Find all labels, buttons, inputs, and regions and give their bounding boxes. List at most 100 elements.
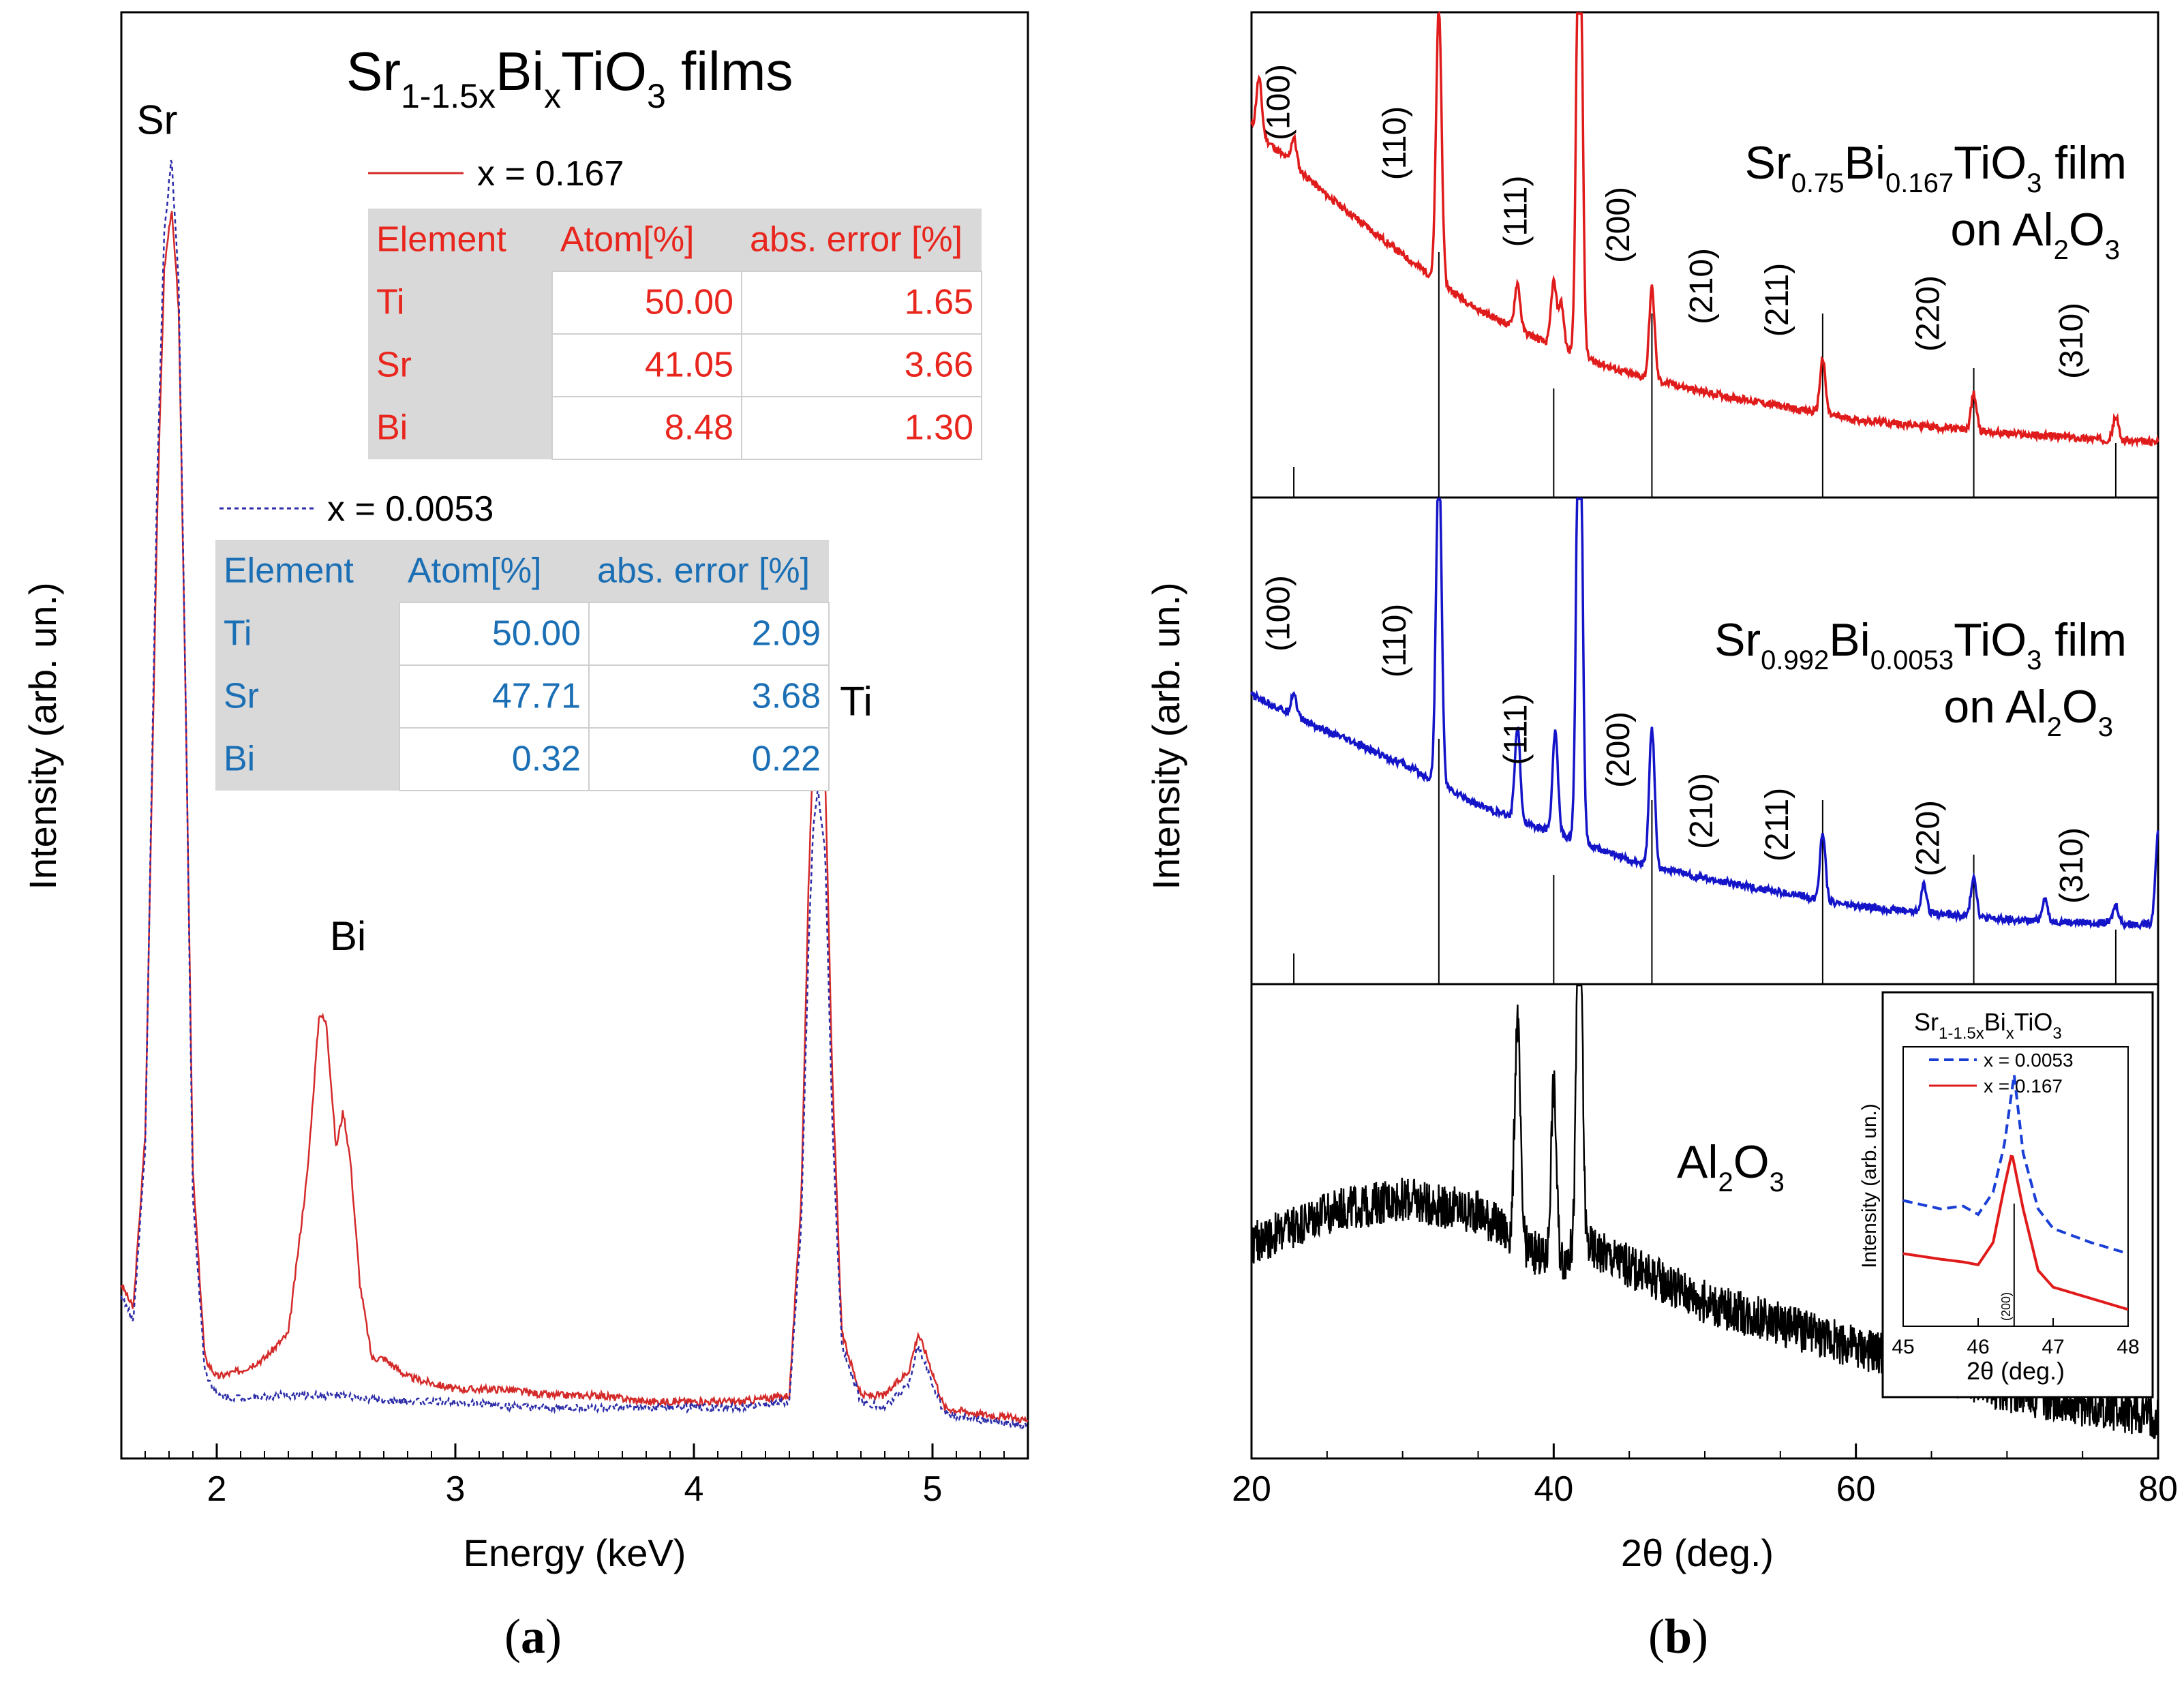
inset-marker-label: (200) (1999, 1292, 2013, 1321)
b-series-0 (1250, 11, 2159, 448)
inset-xtick-label-2: 47 (2042, 1336, 2064, 1358)
table-1-header-bg (215, 540, 829, 602)
label-sr075-substrate: on Al2O3 (1950, 204, 2120, 265)
table-0-cell-error: 1.65 (905, 283, 973, 322)
hkl-label-top: (110) (1377, 106, 1413, 181)
hkl-label-top: (200) (1601, 187, 1637, 263)
panel-b-label: (b) (1648, 1609, 1709, 1664)
panel-a-ylabel: Intensity (arb. un.) (21, 582, 64, 889)
hkl-label-mid: (111) (1498, 694, 1534, 765)
table-0-cell-element: Bi (376, 408, 408, 448)
hkl-label-top: (111) (1498, 176, 1534, 247)
panel-a-xlabel: Energy (keV) (464, 1531, 686, 1574)
peak-label-sr: Sr (137, 97, 178, 142)
table-1-header-0: Element (224, 551, 354, 591)
peak-label-ti: Ti (840, 678, 873, 724)
legend-x-00053-label: x = 0.0053 (327, 489, 494, 529)
table-0-cell-element: Ti (376, 283, 404, 322)
inset-x-ticks: 45 46 47 48 (200) (1892, 1204, 2140, 1358)
b-series-2 (1250, 984, 2159, 1439)
table-1-cell-error: 3.68 (752, 677, 821, 716)
label-sr0992-substrate: on Al2O3 (1943, 681, 2113, 742)
table-0-header-1: Atom[%] (560, 220, 695, 260)
table-1-body-bg (399, 602, 830, 791)
table-0-cell-error: 1.30 (905, 408, 973, 448)
table-0-header-0: Element (376, 220, 506, 260)
inset-xtick-label-3: 48 (2117, 1336, 2139, 1358)
panel-a-label: (a) (504, 1609, 562, 1664)
panel-a-title: Sr1-1.5xBixTiO3 films (346, 41, 793, 115)
table-1-cell-element: Ti (224, 614, 252, 654)
hkl-label-top: (220) (1911, 275, 1947, 352)
hkl-label-mid: (210) (1684, 773, 1720, 849)
inset-legend: x = 0.0053 x = 0.167 (1929, 1050, 2074, 1097)
hkl-label-mid: (200) (1601, 712, 1637, 788)
table-1-header-1: Atom[%] (408, 551, 542, 591)
label-al2o3: Al2O3 (1677, 1136, 1785, 1197)
table-0-header-2: abs. error [%] (750, 220, 962, 260)
table-1-cell-atom: 0.32 (512, 739, 581, 779)
hkl-label-mid: (310) (2054, 827, 2090, 904)
panel-a-series (120, 159, 1029, 1430)
table-0-cell-atom: 50.00 (645, 283, 733, 322)
a-xtick-label-1: 3 (446, 1469, 466, 1509)
table-1-cell-error: 0.22 (752, 739, 821, 779)
hkl-label-top: (310) (2054, 303, 2090, 379)
table-x-0167: Element Atom[%] abs. error [%] Ti 50.00 1.65 S… (368, 209, 982, 460)
inset-series-0 (1902, 1074, 2129, 1255)
table-x-00053: Element Atom[%] abs. error [%] Ti 50.00 2.09 S… (215, 540, 830, 791)
a-series-0 (120, 211, 1029, 1424)
panel-b-x-ticks: 20 40 60 80 (1232, 1443, 2178, 1509)
inset-xtick-label-1: 46 (1967, 1336, 1989, 1358)
panel-a-peak-labels: Sr Bi Ti (137, 97, 873, 959)
a-series-1 (120, 159, 1029, 1430)
table-0-header-bg (368, 209, 982, 271)
table-0-cell-error: 3.66 (905, 346, 973, 385)
table-0-cell-element: Sr (376, 346, 412, 385)
inset-frame (1881, 991, 2154, 1398)
table-1-cell-atom: 50.00 (492, 614, 581, 654)
label-sr0992: Sr0.992Bi0.0053TiO3 film (1714, 614, 2127, 675)
peak-label-bi: Bi (330, 913, 366, 959)
panel-a-x-ticks: 2 3 4 5 (121, 1443, 1029, 1509)
panel-a-eds-spectrum: Intensity (arb. un.) Energy (keV) Sr1-1.… (21, 11, 1029, 1574)
panel-b-series (1250, 11, 2159, 1439)
b-series-1 (1250, 498, 2159, 931)
table-1-cell-atom: 47.71 (492, 677, 581, 716)
table-0-body-bg (551, 271, 982, 460)
b-xtick-label-3: 80 (2138, 1469, 2178, 1509)
b-xtick-label-2: 60 (1836, 1469, 1876, 1509)
inset-title: Sr1-1.5xBixTiO3 (1914, 1008, 2062, 1043)
inset-ylabel: Intensity (arb. un.) (1858, 1103, 1881, 1268)
legend-x-00053: x = 0.0053 (219, 489, 494, 529)
b-xtick-label-0: 20 (1232, 1469, 1271, 1509)
label-sr075: Sr0.75Bi0.167TiO3 film (1745, 137, 2127, 198)
a-xtick-label-0: 2 (207, 1469, 227, 1509)
inset-xlabel: 2θ (deg.) (1967, 1357, 2065, 1385)
table-1-cell-error: 2.09 (752, 614, 821, 654)
inset-series (1902, 1074, 2129, 1311)
legend-x-0167-label: x = 0.167 (477, 154, 624, 194)
table-1-rowhead-bg (215, 602, 399, 791)
legend-x-0167: x = 0.167 (368, 154, 624, 194)
hkl-label-mid: (211) (1759, 788, 1795, 862)
table-0-cell-atom: 41.05 (645, 346, 733, 385)
hkl-label-mid: (100) (1260, 575, 1296, 652)
hkl-label-top: (211) (1759, 263, 1795, 337)
a-xtick-label-3: 5 (923, 1469, 943, 1509)
inset-200-peak: Sr1-1.5xBixTiO3 Intensity (arb. un.) 2θ … (1858, 991, 2154, 1398)
panel-b-hkl-labels: (100) (100) (110) (110) (111) (111) (200) (200)… (1260, 64, 2090, 904)
inset-xtick-label-0: 45 (1892, 1336, 1914, 1358)
hkl-label-top: (210) (1684, 248, 1720, 324)
inset-legend-label-1: x = 0.167 (1984, 1075, 2063, 1097)
b-xtick-label-1: 40 (1534, 1469, 1573, 1509)
table-0-rowhead-bg (368, 271, 552, 459)
hkl-label-mid: (110) (1377, 604, 1413, 678)
table-1-header-2: abs. error [%] (597, 551, 810, 591)
table-1-cell-element: Bi (224, 739, 255, 779)
panel-b-ylabel: Intensity (arb. un.) (1144, 582, 1187, 889)
panel-b-xrd-patterns: Intensity (arb. un.) 2θ (deg.) 20 40 60 80 … (1144, 11, 2178, 1574)
table-1-cell-element: Sr (224, 677, 259, 716)
hkl-label-mid: (220) (1911, 800, 1947, 876)
